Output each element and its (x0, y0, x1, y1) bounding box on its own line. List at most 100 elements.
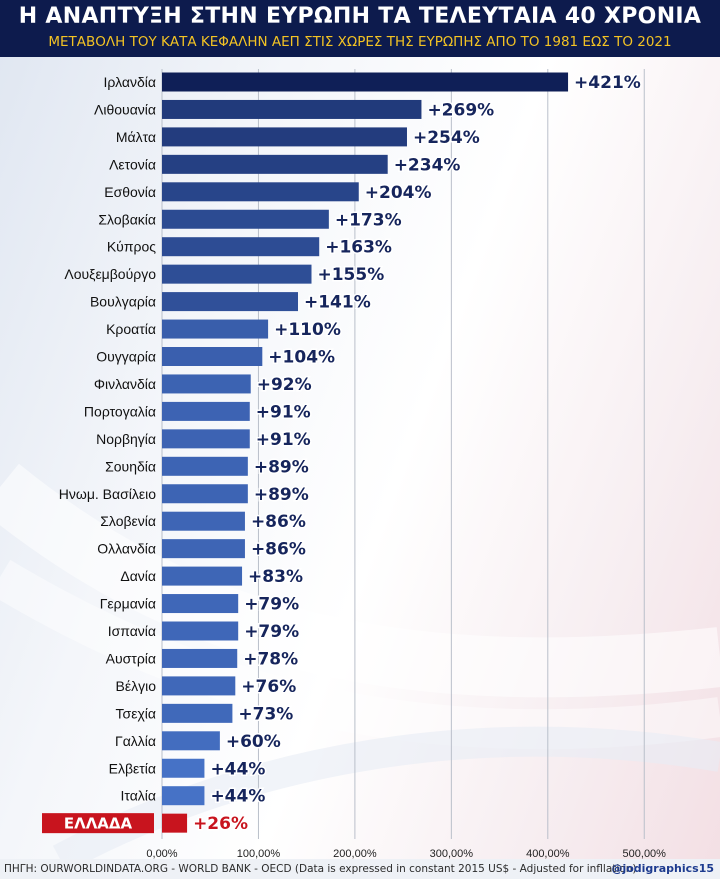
chart-subtitle: ΜΕΤΑΒΟΛΗ ΤΟΥ ΚΑΤΑ ΚΕΦΑΛΗΝ ΑΕΠ ΣΤΙΣ ΧΩΡΕΣ… (48, 34, 672, 50)
bar (162, 319, 269, 339)
bar (162, 813, 188, 833)
bar (162, 594, 239, 614)
category-label: Νορβηγία (96, 431, 156, 447)
bar (162, 99, 422, 119)
bar (162, 786, 205, 806)
bar (162, 648, 238, 668)
value-label: +86% (251, 512, 306, 532)
category-label: ΕΛΛΑΔΑ (64, 815, 133, 833)
value-label: +83% (248, 567, 303, 587)
value-label: +173% (335, 210, 402, 230)
x-tick-label: 200,00% (333, 848, 377, 859)
category-label: Τσεχία (116, 705, 156, 721)
bars (162, 72, 569, 833)
category-label: Σλοβενία (100, 513, 156, 529)
value-label: +254% (413, 128, 480, 148)
value-label: +91% (256, 430, 311, 450)
category-label: Βουλγαρία (90, 294, 156, 310)
category-label: Κροατία (106, 321, 156, 337)
category-label: Ολλανδία (97, 541, 156, 557)
bar (162, 484, 248, 504)
value-label: +155% (317, 265, 384, 285)
value-label: +78% (243, 649, 298, 669)
bar (162, 456, 248, 476)
value-label: +26% (193, 814, 248, 834)
category-label: Λιθουανία (94, 101, 156, 117)
value-label: +73% (238, 704, 293, 724)
footer: ΠΗΓΗ: OURWORLDINDATA.ORG - WORLD BANK - … (0, 859, 720, 879)
category-label: Κύπρος (107, 239, 156, 255)
category-label: Ηνωμ. Βασίλειο (59, 486, 156, 502)
category-label: Σλοβακία (98, 211, 156, 227)
category-label: Λουξεμβούργο (64, 266, 156, 282)
category-label: Ισπανία (108, 623, 156, 639)
category-label: Ουγγαρία (96, 349, 156, 365)
bar (162, 566, 243, 586)
bar (162, 511, 245, 531)
value-label: +92% (257, 375, 312, 395)
bar (162, 703, 233, 723)
source-note: ΠΗΓΗ: OURWORLDINDATA.ORG - WORLD BANK - … (4, 863, 637, 875)
category-label: Ελβετία (109, 760, 156, 776)
bar (162, 621, 239, 641)
category-label: Φινλανδία (94, 376, 156, 392)
value-label: +421% (574, 73, 641, 93)
value-label: +141% (304, 293, 371, 313)
x-tick-label: 400,00% (526, 848, 570, 859)
value-label: +89% (254, 457, 309, 477)
value-label: +204% (365, 183, 432, 203)
bar (162, 292, 298, 312)
value-label: +60% (226, 732, 281, 752)
bar (162, 731, 220, 751)
bar (162, 72, 569, 92)
value-label: +79% (244, 595, 299, 615)
value-label: +104% (268, 348, 335, 368)
value-label: +234% (394, 155, 461, 175)
value-label: +44% (210, 787, 265, 807)
bar (162, 182, 359, 202)
x-tick-label: 300,00% (430, 848, 474, 859)
category-label: Σουηδία (105, 458, 156, 474)
bar (162, 127, 407, 147)
category-label: Δανία (120, 568, 156, 584)
value-label: +269% (427, 100, 494, 120)
bar (162, 401, 250, 421)
x-tick-label: 500,00% (623, 848, 667, 859)
bar (162, 758, 205, 778)
bar (162, 209, 329, 229)
bar (162, 676, 236, 696)
credit-handle: @jodigraphics15 (611, 862, 714, 875)
highlight-label-box (42, 813, 154, 834)
bar (162, 429, 250, 449)
bar (162, 154, 388, 174)
x-tick-label: 0,00% (146, 848, 177, 859)
chart-title: Η ΑΝΑΠΤΥΞΗ ΣΤΗΝ ΕΥΡΩΠΗ ΤΑ ΤΕΛΕΥΤΑΙΑ 40 Χ… (18, 4, 702, 29)
value-label: +110% (274, 320, 341, 340)
bar-chart: 0,00% 100,00% 200,00% 300,00% 400,00% 500,00%… (42, 69, 667, 859)
value-label: +89% (254, 485, 309, 505)
labels: 0,00% 100,00% 200,00% 300,00% 400,00% 500,00%… (42, 72, 667, 859)
header-banner: Η ΑΝΑΠΤΥΞΗ ΣΤΗΝ ΕΥΡΩΠΗ ΤΑ ΤΕΛΕΥΤΑΙΑ 40 Χ… (0, 0, 720, 57)
bar (162, 374, 251, 394)
category-label: Αυστρία (106, 650, 156, 666)
category-label: Εσθονία (104, 184, 156, 200)
category-label: Βέλγιο (116, 678, 157, 694)
x-tick-label: 100,00% (237, 848, 281, 859)
value-label: +44% (210, 759, 265, 779)
category-label: Μάλτα (116, 129, 156, 145)
value-label: +79% (244, 622, 299, 642)
category-label: Γαλλία (115, 733, 156, 749)
value-label: +86% (251, 540, 306, 560)
category-label: Λετονία (109, 156, 156, 172)
category-label: Ιρλανδία (104, 74, 156, 90)
value-label: +76% (241, 677, 296, 697)
bar (162, 347, 263, 366)
category-label: Πορτογαλία (84, 403, 156, 419)
bar (162, 264, 312, 284)
value-label: +163% (325, 238, 392, 258)
bar (162, 539, 245, 559)
bar (162, 237, 320, 257)
value-label: +91% (256, 402, 311, 422)
category-label: Ιταλία (120, 788, 156, 804)
category-label: Γερμανία (100, 596, 156, 612)
